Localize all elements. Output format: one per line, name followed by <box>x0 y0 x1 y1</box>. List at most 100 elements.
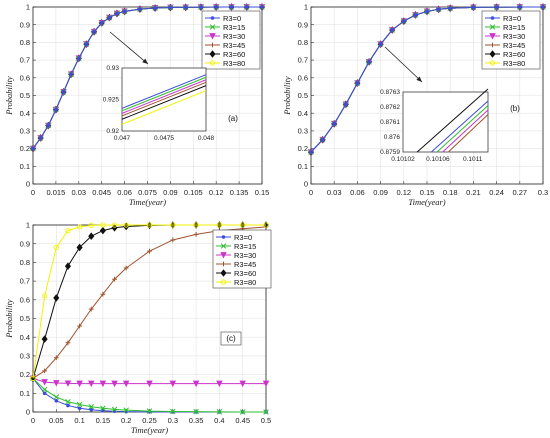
data-point <box>77 323 82 329</box>
data-point <box>344 102 348 107</box>
inset-series-line <box>121 79 207 114</box>
x-tick-label: 0.15 <box>96 416 111 425</box>
y-tick-label: 0.1 <box>20 162 30 171</box>
data-point <box>99 380 107 388</box>
x-tick-label: 0.35 <box>189 416 204 425</box>
x-tick-label: 0.045 <box>92 188 111 197</box>
y-tick-label: 0.6 <box>298 73 308 82</box>
data-point <box>42 293 48 299</box>
x-tick-label: 0.18 <box>443 188 458 197</box>
data-point <box>111 222 118 228</box>
x-tick-label: 0.135 <box>230 188 249 197</box>
data-point <box>193 222 199 228</box>
data-point <box>494 5 499 9</box>
panel-b: 0 0.03 0.06 0.09 0.12 0.15 0.18 0.21 0.24 0.27 0.3… <box>282 3 548 207</box>
inset-series-line <box>430 100 489 153</box>
inset-series-line <box>121 81 207 117</box>
x-tick-label: 0.24 <box>489 188 504 197</box>
legend-label: R3=30 <box>234 251 256 260</box>
data-point <box>378 42 383 46</box>
legend-label: R3=80 <box>234 278 256 287</box>
x-tick-label: 0.45 <box>235 416 250 425</box>
legend-label: R3=15 <box>503 23 525 32</box>
data-point <box>100 405 106 412</box>
zoom-arrowhead <box>416 76 422 82</box>
data-point <box>77 56 81 61</box>
inset-x-tick-label: 0.048 <box>198 135 215 142</box>
inset-y-tick-label: 0.876 <box>384 134 401 141</box>
x-tick-label: 0.09 <box>163 188 178 197</box>
data-point <box>146 408 153 414</box>
y-tick-label: 0.9 <box>20 239 30 248</box>
x-tick-label: 0.3 <box>538 188 548 197</box>
y-tick-label: 0.6 <box>20 295 30 304</box>
y-tick-label: 0.7 <box>298 56 308 65</box>
legend-label: R3=0 <box>234 233 252 242</box>
x-tick-label: 0.09 <box>373 188 388 197</box>
data-point <box>99 21 104 25</box>
legend-label: R3=30 <box>223 32 245 41</box>
legend-label: R3=60 <box>503 50 525 59</box>
inset-x-tick-label: 0.1011 <box>463 156 483 163</box>
data-point <box>425 9 429 14</box>
data-point <box>518 5 522 9</box>
data-point <box>88 232 95 241</box>
x-tick-label: 0 <box>31 188 35 197</box>
data-point <box>367 60 371 64</box>
y-tick-label: 0.9 <box>20 20 30 29</box>
data-point <box>76 380 83 388</box>
inset-x-tick-label: 0.0475 <box>154 135 174 142</box>
inset-y-tick-label: 0.8759 <box>380 149 400 156</box>
data-point <box>436 7 441 12</box>
data-point <box>541 5 545 9</box>
inset-y-tick-label: 0.93 <box>106 65 119 72</box>
y-tick-label: 0.5 <box>20 314 30 323</box>
series-R3-0 <box>31 5 264 151</box>
data-point <box>107 15 112 20</box>
y-tick-label: 0.5 <box>20 91 30 100</box>
data-point <box>123 265 129 271</box>
y-tick-label: 0.4 <box>298 109 308 118</box>
series-R3-80 <box>30 222 269 381</box>
data-point <box>30 375 36 381</box>
data-point <box>88 306 94 312</box>
legend-marker <box>209 33 216 40</box>
data-point <box>61 90 66 94</box>
y-tick-label: 0.6 <box>20 73 30 82</box>
data-point <box>64 262 71 270</box>
x-tick-label: 0.12 <box>396 188 411 197</box>
inset-x-tick-label: 0.10106 <box>426 156 450 163</box>
data-point <box>76 224 83 230</box>
data-point <box>99 226 106 235</box>
panel-c: 0 0.05 0.1 0.15 0.2 0.25 0.3 0.35 0.4 0.45 0.5 0 0.1… <box>4 221 272 435</box>
inset-y-tick-label: 0.8762 <box>380 104 400 111</box>
y-tick-label: 0.3 <box>20 127 30 136</box>
series-R3-30 <box>29 375 270 388</box>
legend-marker <box>490 42 495 48</box>
legend-label: R3=60 <box>234 269 256 278</box>
y-axis-label: Probability <box>282 76 292 116</box>
x-tick-label: 0.27 <box>512 188 527 197</box>
x-tick-label: 0.5 <box>261 416 271 425</box>
panel-label: (b) <box>510 104 520 113</box>
data-point <box>92 29 96 34</box>
inset-series-line <box>436 105 489 153</box>
y-tick-label: 0.1 <box>20 389 30 398</box>
inset-series-line <box>121 85 207 120</box>
data-point <box>263 222 269 228</box>
data-point <box>122 9 127 14</box>
inset-series-line <box>121 74 207 109</box>
series-R3-0 <box>309 5 545 154</box>
data-point <box>112 276 117 282</box>
data-point <box>471 5 476 10</box>
y-tick-label: 1 <box>26 221 30 230</box>
x-tick-label: 0.03 <box>327 188 342 197</box>
legend-label: R3=30 <box>503 32 525 41</box>
legend-label: R3=45 <box>234 260 256 269</box>
data-point <box>123 222 129 228</box>
data-point <box>216 222 223 228</box>
data-point <box>260 5 264 9</box>
x-tick-label: 0 <box>309 188 313 197</box>
legend-label: R3=80 <box>223 59 245 68</box>
